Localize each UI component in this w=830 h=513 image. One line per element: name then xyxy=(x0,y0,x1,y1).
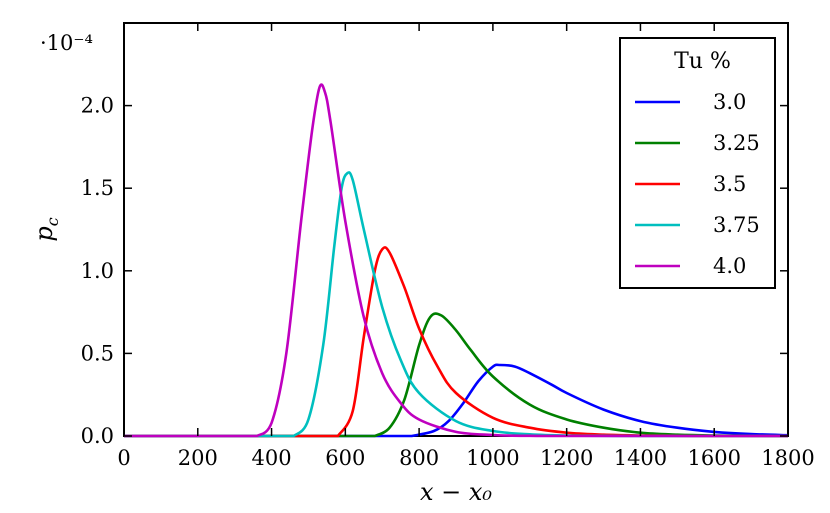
plot-area: 0 200 400 600 800 1000 1200 1400 1600 1800 0.0 0.5 1… xyxy=(81,22,815,470)
y-tick-label: 1.0 xyxy=(81,259,114,283)
plot-frame xyxy=(123,22,789,437)
y-axis-label: pc xyxy=(30,217,62,241)
x-tick-label: 1000 xyxy=(466,446,519,470)
legend: Tu % 3.0 3.25 3.5 3.75 4.0 xyxy=(619,37,776,289)
x-tick-label: 400 xyxy=(252,446,292,470)
x-tick-label: 1800 xyxy=(761,446,814,470)
x-tick-label: 0 xyxy=(117,446,130,470)
x-axis-label: x − x₀ xyxy=(420,478,492,506)
x-tick-label: 200 xyxy=(178,446,218,470)
legend-box xyxy=(619,37,776,289)
ticks-layer: 0 200 400 600 800 1000 1200 1400 1600 1800 0.0 0.5 1… xyxy=(81,23,815,470)
series-line-2 xyxy=(124,312,789,438)
legend-label-2: 3.25 xyxy=(713,131,760,155)
x-tick-label: 800 xyxy=(399,446,439,470)
x-tick-label: 1600 xyxy=(687,446,740,470)
series-line-1 xyxy=(124,363,789,438)
legend-items: 3.0 3.25 3.5 3.75 4.0 xyxy=(635,90,760,278)
y-tick-label: 0.5 xyxy=(81,341,114,365)
legend-label-4: 3.75 xyxy=(713,213,760,237)
series-layer xyxy=(124,83,789,438)
x-tick-label: 1400 xyxy=(614,446,667,470)
x-tick-label: 600 xyxy=(325,446,365,470)
legend-label-5: 4.0 xyxy=(713,254,746,278)
series-line-5 xyxy=(124,83,788,438)
y-scale-factor: ·10⁻⁴ xyxy=(40,31,93,55)
y-tick-label: 2.0 xyxy=(81,94,114,118)
legend-title: Tu % xyxy=(674,49,731,74)
y-tick-label: 0.0 xyxy=(81,424,114,448)
y-tick-label: 1.5 xyxy=(81,176,114,200)
legend-label-1: 3.0 xyxy=(713,90,746,114)
x-tick-label: 1200 xyxy=(540,446,593,470)
legend-label-3: 3.5 xyxy=(713,172,746,196)
